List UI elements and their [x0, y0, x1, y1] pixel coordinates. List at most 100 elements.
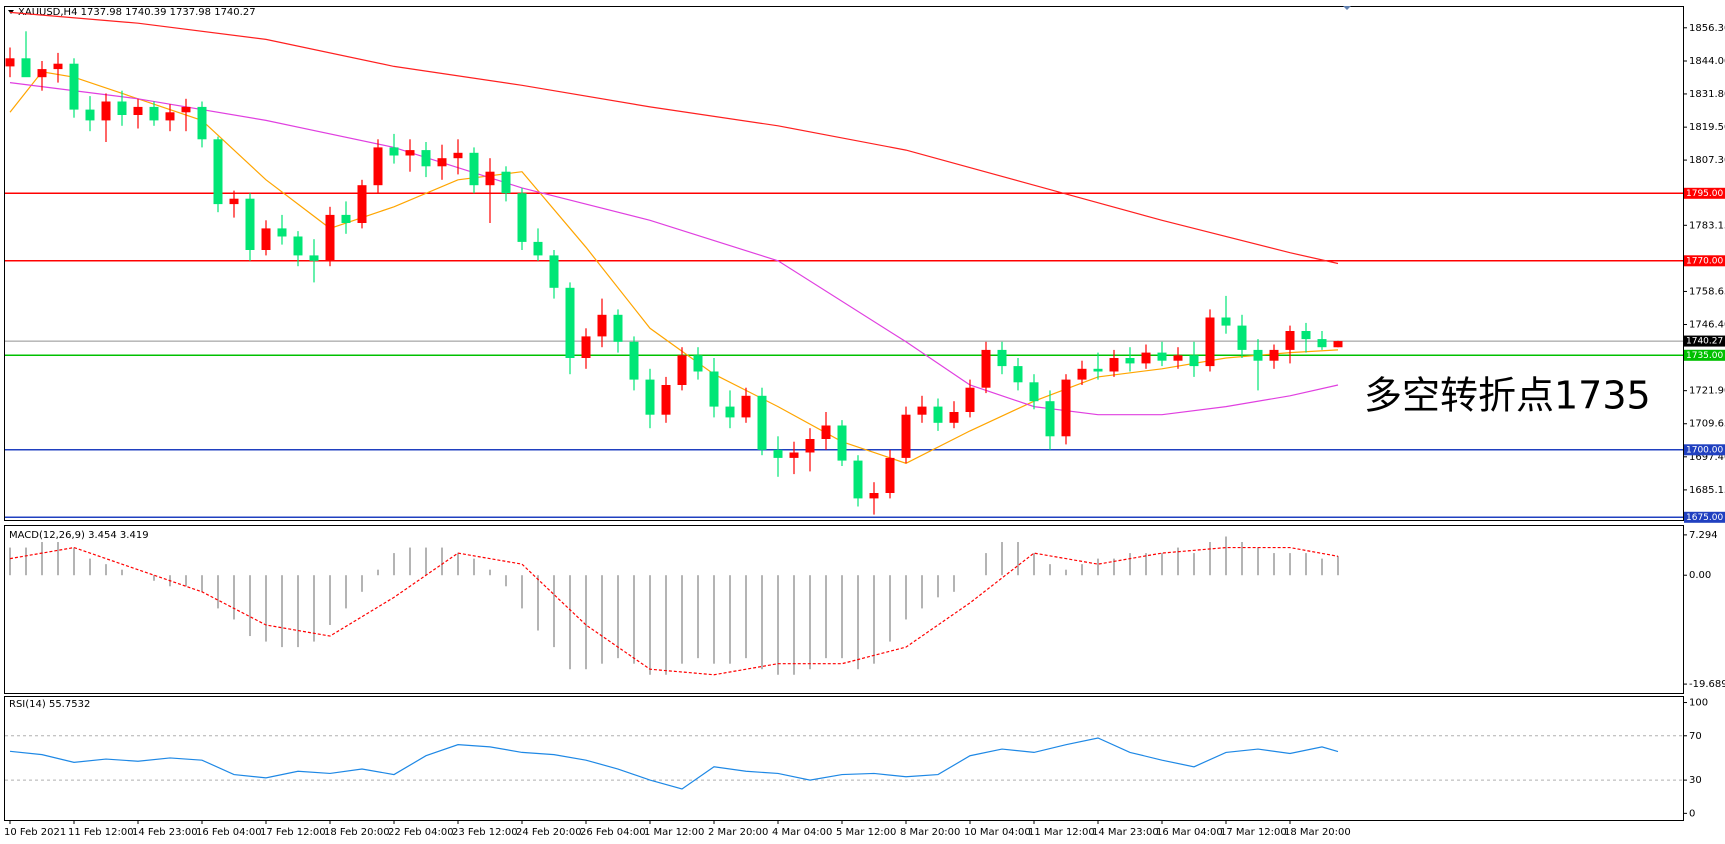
- x-tick-label: 17 Feb 12:00: [260, 827, 326, 838]
- level-tag: [1684, 255, 1725, 267]
- candle-body: [1269, 349, 1279, 361]
- y-tick-label: 0: [1689, 808, 1695, 819]
- x-tick-label: 10 Mar 04:00: [964, 827, 1031, 838]
- macd-bar: [873, 575, 875, 664]
- x-tick-label: 14 Feb 23:00: [132, 827, 198, 838]
- candle-body: [117, 101, 127, 115]
- macd-bar: [825, 575, 827, 659]
- candle-body: [1093, 368, 1103, 372]
- macd-bar: [1337, 556, 1339, 576]
- macd-panel-frame: [4, 525, 1684, 694]
- macd-bar: [1129, 553, 1131, 576]
- candle-body: [437, 158, 447, 167]
- y-tick-label: 1721.90: [1689, 386, 1725, 397]
- candle-body: [85, 109, 95, 121]
- candle-body: [757, 395, 767, 450]
- macd-bar: [697, 575, 699, 659]
- level-tag: [1684, 349, 1725, 361]
- y-tick-label: 1831.80: [1689, 89, 1725, 100]
- candle-body: [1141, 352, 1151, 364]
- macd-bar: [9, 547, 11, 576]
- y-tick-label: 0.00: [1689, 570, 1711, 581]
- candle-body: [725, 406, 735, 418]
- candle-body: [1333, 341, 1343, 348]
- macd-bar: [281, 575, 283, 648]
- candle-body: [357, 185, 367, 223]
- price-title: XAUUSD,H4 1737.98 1740.39 1737.98 1740.2…: [18, 7, 256, 18]
- candle-body: [661, 385, 671, 415]
- macd-bar: [361, 575, 363, 592]
- candle-body: [133, 106, 143, 115]
- candle-body: [1189, 355, 1199, 367]
- macd-bar: [793, 575, 795, 675]
- y-tick-label: 1697.40: [1689, 452, 1725, 463]
- indicator-line: [9, 737, 1339, 790]
- y-tick-label: -19.689: [1689, 679, 1725, 690]
- macd-bar: [489, 569, 491, 576]
- candle-body: [37, 69, 47, 78]
- current-price-label: 1740.27: [1686, 337, 1723, 347]
- annotation: 多空转折点1735: [1364, 374, 1651, 418]
- candle-body: [949, 412, 959, 423]
- macd-bar: [297, 575, 299, 648]
- candle-body: [1317, 339, 1327, 348]
- macd-bar: [1113, 558, 1115, 576]
- level-label: 1700.00: [1686, 445, 1723, 455]
- candle-body: [1109, 358, 1119, 372]
- y-tick-label: 1758.65: [1689, 286, 1725, 297]
- macd-bar: [953, 575, 955, 592]
- candle-body: [389, 147, 399, 156]
- macd-bar: [841, 575, 843, 659]
- macd-bar: [537, 575, 539, 631]
- macd-bar: [553, 575, 555, 648]
- candle-body: [789, 452, 799, 458]
- macd-bar: [921, 575, 923, 609]
- candle-body: [341, 214, 351, 223]
- macd-bar: [121, 569, 123, 576]
- macd-bar: [1065, 569, 1067, 576]
- y-tick-label: 1685.15: [1689, 485, 1725, 496]
- macd-bar: [1001, 542, 1003, 576]
- macd-bar: [393, 553, 395, 576]
- x-tick-label: 1 Mar 12:00: [644, 827, 704, 838]
- y-tick-label: 30: [1689, 775, 1702, 786]
- level-tag: [1684, 444, 1725, 456]
- macd-bar: [1273, 553, 1275, 576]
- candle-body: [965, 387, 975, 412]
- candle-body: [261, 228, 271, 250]
- candle-body: [821, 425, 831, 439]
- x-tick-label: 2 Mar 20:00: [708, 827, 768, 838]
- y-tick-label: 1819.50: [1689, 122, 1725, 133]
- candle-body: [1061, 379, 1071, 437]
- x-tick-label: 16 Feb 04:00: [196, 827, 262, 838]
- candle-body: [501, 171, 511, 194]
- y-tick-label: 1746.40: [1689, 320, 1725, 331]
- macd-bar: [761, 575, 763, 670]
- candle-body: [5, 58, 15, 67]
- macd-bar: [585, 575, 587, 670]
- rsi-title: RSI(14) 55.7532: [9, 699, 90, 710]
- indicator-line: [9, 82, 1339, 416]
- x-tick-label: 4 Mar 04:00: [772, 827, 832, 838]
- candle-body: [917, 406, 927, 415]
- candle-body: [533, 241, 543, 256]
- candle-body: [709, 371, 719, 407]
- macd-title: MACD(12,26,9) 3.454 3.419: [9, 530, 149, 541]
- macd-bar: [313, 575, 315, 642]
- rsi-panel-frame: [4, 696, 1684, 821]
- level-label: 1770.00: [1686, 256, 1723, 266]
- candle-body: [565, 287, 575, 358]
- candle-body: [197, 106, 207, 140]
- macd-bar: [457, 553, 459, 576]
- candle-body: [213, 139, 223, 205]
- candle-body: [21, 58, 31, 78]
- macd-bar: [1321, 558, 1323, 576]
- candle-body: [421, 150, 431, 167]
- y-tick-label: 7.294: [1689, 530, 1718, 541]
- candle-body: [453, 152, 463, 159]
- candle-body: [933, 406, 943, 423]
- x-tick-label: 26 Feb 04:00: [580, 827, 646, 838]
- candle-body: [1301, 331, 1311, 340]
- macd-bar: [681, 575, 683, 664]
- macd-bar: [265, 575, 267, 642]
